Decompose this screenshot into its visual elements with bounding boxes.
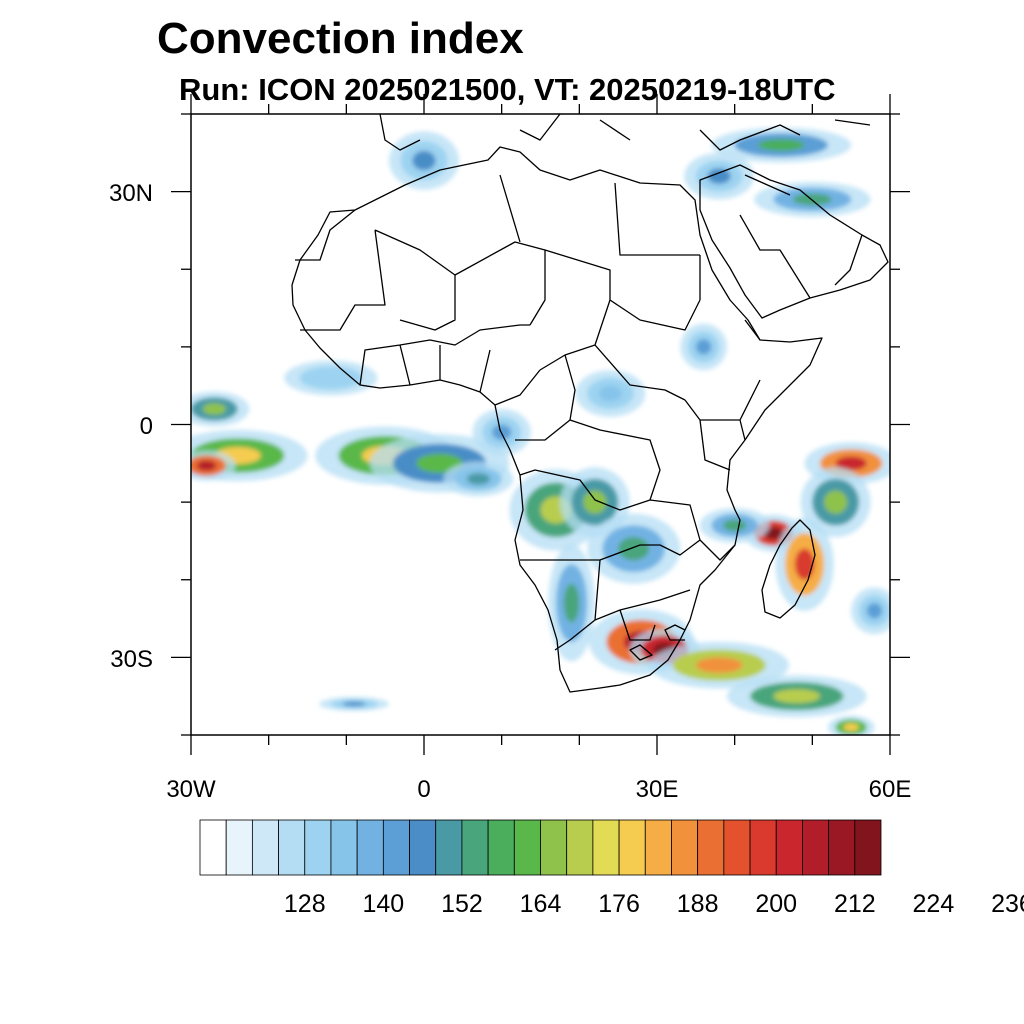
- convection-core: [563, 583, 580, 623]
- colorbar-swatch: [330, 819, 358, 876]
- map-title: Convection index: [157, 14, 524, 63]
- convection-core: [618, 537, 650, 561]
- plot-area: [191, 114, 890, 735]
- colorbar-swatch: [513, 819, 541, 876]
- colorbar-swatch: [644, 819, 672, 876]
- colorbar-swatch: [540, 819, 568, 876]
- convection-core: [598, 385, 623, 402]
- colorbar-swatch: [461, 819, 489, 876]
- colorbar-label: 176: [598, 890, 640, 918]
- convection-core: [773, 689, 821, 704]
- colorbar-label: 224: [913, 890, 955, 918]
- colorbar-swatch: [723, 819, 751, 876]
- convection-core: [757, 139, 805, 151]
- colorbar-swatch: [775, 819, 803, 876]
- convection-core: [583, 490, 607, 514]
- colorbar-label: 200: [755, 890, 797, 918]
- lon-tick-label-30w: 30W: [166, 776, 216, 803]
- convection-field: [191, 127, 890, 735]
- colorbar-swatch: [278, 819, 306, 876]
- convection-core: [196, 460, 217, 471]
- convection-core: [202, 403, 226, 415]
- colorbar-swatch: [251, 819, 279, 876]
- colorbar-swatch: [749, 819, 777, 876]
- map-subtitle: Run: ICON 2025021500, VT: 20250219-18UTC: [179, 72, 836, 107]
- colorbar-swatch: [304, 819, 332, 876]
- internal-borders: [295, 174, 863, 661]
- convection-core: [695, 657, 743, 673]
- convection-core: [695, 339, 712, 355]
- lon-tick-label-30e: 30E: [636, 776, 679, 803]
- colorbar-label: 152: [441, 890, 483, 918]
- colorbar-swatch: [697, 819, 725, 876]
- madagascar-outline: [761, 519, 816, 619]
- convection-core: [723, 519, 747, 532]
- colorbar-swatch: [671, 819, 699, 876]
- arabia-outline: [699, 164, 889, 319]
- convection-core: [835, 456, 867, 471]
- country-borders: [291, 114, 889, 693]
- convection-core: [794, 548, 815, 580]
- convection-core: [466, 473, 491, 485]
- colorbar-swatch: [435, 819, 463, 876]
- lon-tick-label-60e: 60E: [869, 776, 912, 803]
- colorbar-labels: 128 140 152 164 176 188 200 212 224 236: [284, 890, 1024, 918]
- colorbar-swatch: [854, 819, 882, 876]
- colorbar-label: 188: [677, 890, 719, 918]
- axis-labels: 30N 0 30S 30W 0 30E 60E: [109, 180, 911, 803]
- colorbar-label: 128: [284, 890, 326, 918]
- lon-tick-label-0: 0: [417, 776, 430, 803]
- colorbar-swatch: [828, 819, 856, 876]
- europe-fragments: [379, 114, 871, 151]
- convection-core: [763, 526, 784, 540]
- lat-tick-label-30s: 30S: [110, 646, 153, 673]
- colorbar-swatch: [618, 819, 646, 876]
- colorbar-swatch: [382, 819, 410, 876]
- convection-core: [342, 701, 366, 707]
- convection-core: [792, 193, 832, 206]
- colorbar-swatch: [225, 819, 253, 876]
- colorbar-swatch: [487, 819, 515, 876]
- colorbar-swatch: [802, 819, 830, 876]
- convection-core: [315, 372, 347, 384]
- lat-tick-label-30n: 30N: [109, 180, 153, 207]
- colorbar-swatch: [199, 819, 227, 876]
- convection-core: [412, 150, 436, 171]
- colorbar-swatch: [592, 819, 620, 876]
- colorbar-label: 212: [834, 890, 876, 918]
- colorbar-swatch: [566, 819, 594, 876]
- convection-core: [823, 490, 848, 514]
- colorbar-label: 140: [362, 890, 404, 918]
- colorbar-label: 164: [520, 890, 562, 918]
- colorbar: [199, 819, 882, 876]
- convection-core: [843, 723, 859, 732]
- convection-core: [866, 603, 883, 619]
- convection-core: [707, 168, 731, 184]
- colorbar-label: 236: [991, 890, 1024, 918]
- colorbar-swatch: [409, 819, 437, 876]
- axis-ticks: [171, 94, 910, 755]
- colorbar-swatch: [356, 819, 384, 876]
- lat-tick-label-0: 0: [140, 413, 153, 440]
